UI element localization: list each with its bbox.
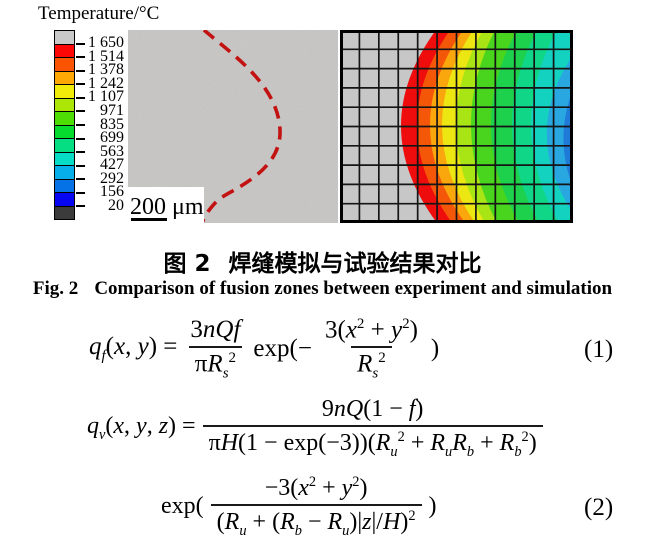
- colorbar-tick-label: 20: [108, 196, 124, 214]
- eq2-lhs: qv(x, y, z) =: [87, 413, 196, 443]
- eq2-fraction-1: 9nQ(1 − f) πH(1 − exp(−3))(Ru2 + RuRb + …: [202, 396, 543, 461]
- sim-panel-border: [340, 30, 573, 223]
- caption-english: Fig. 2 Comparison of fusion zones betwee…: [0, 278, 645, 300]
- colorbar-tick: [76, 42, 85, 45]
- colorbar-segment: [55, 31, 74, 45]
- colorbar-tick: [76, 56, 85, 59]
- equation-1-number: (1): [584, 336, 614, 363]
- equation-2-line-1: qv(x, y, z) = 9nQ(1 − f) πH(1 − exp(−3))…: [84, 396, 547, 461]
- experiment-micrograph: 200 μm: [128, 30, 338, 223]
- colorbar-tick: [76, 205, 85, 208]
- equation-2-line-2: exp( −3(x2 + y2) (Ru + (Rb − Ru)|z|/H)2 …: [158, 474, 440, 540]
- eq1-exp-open: exp(−: [253, 335, 312, 363]
- colorbar-segment: [55, 85, 74, 99]
- colorbar-tick: [76, 83, 85, 86]
- scale-bar-label: 200 μm: [130, 194, 204, 220]
- colorbar-segment: [55, 152, 74, 166]
- colorbar-tick: [76, 137, 85, 140]
- colorbar-tick: [76, 191, 85, 194]
- colorbar-tick-label: 1 650: [88, 34, 124, 52]
- colorbar-tick: [76, 69, 85, 72]
- eq1-fraction-2: 3(x2 + y2) Rs2: [324, 316, 418, 382]
- colorbar-tick: [76, 124, 85, 126]
- legend-title: Temperature/°C: [38, 3, 160, 24]
- eq1-lhs: qf(x, y) =: [89, 333, 178, 365]
- colorbar-segment: [55, 125, 74, 139]
- caption-en-text: Comparison of fusion zones between exper…: [94, 278, 613, 299]
- colorbar-segment: [55, 166, 74, 180]
- scale-bar-line: [131, 218, 167, 221]
- colorbar-tick-label: 156: [100, 183, 124, 201]
- equation-1: qf(x, y) = 3nQf πRs2 exp(− 3(x2 + y2) Rs…: [86, 316, 442, 383]
- colorbar-segment: [55, 193, 74, 207]
- caption-en-number: Fig. 2: [32, 278, 79, 299]
- colorbar-tick-label: 292: [100, 169, 124, 187]
- equation-2-number: (2): [584, 494, 614, 521]
- temperature-colorbar: [54, 30, 75, 220]
- colorbar-tick-label: 699: [100, 129, 124, 147]
- colorbar-segment: [55, 112, 74, 126]
- colorbar-segment: [55, 206, 74, 219]
- simulation-contour-plot: [340, 30, 573, 223]
- colorbar-segment: [55, 98, 74, 112]
- eq2-fraction-2: −3(x2 + y2) (Ru + (Rb − Ru)|z|/H)2: [210, 474, 422, 540]
- colorbar-tick-label: 1 378: [88, 61, 124, 79]
- colorbar-segment: [55, 58, 74, 72]
- colorbar-tick-label: 971: [100, 101, 124, 119]
- caption-chinese: 图 2 焊缝模拟与试验结果对比: [0, 244, 645, 278]
- colorbar-tick: [76, 178, 85, 181]
- caption-zh-number: 图 2: [163, 251, 211, 277]
- colorbar-tick-label: 1 514: [88, 47, 124, 65]
- caption-zh-text: 焊缝模拟与试验结果对比: [228, 251, 482, 277]
- colorbar-tick-label: 835: [100, 115, 124, 133]
- fusion-boundary-line: [200, 30, 282, 223]
- colorbar-tick-label: 563: [100, 142, 124, 160]
- colorbar-tick: [76, 110, 85, 113]
- colorbar-tick-label: 427: [100, 156, 124, 174]
- colorbar-segment: [55, 139, 74, 153]
- colorbar-segment: [55, 44, 74, 58]
- eq1-fraction-1: 3nQf πRs2: [188, 316, 243, 382]
- colorbar-segment: [55, 179, 74, 193]
- colorbar-tick-label: 1 107: [88, 88, 124, 106]
- eq1-close-paren: ): [430, 335, 440, 363]
- colorbar-tick: [76, 164, 85, 167]
- colorbar-segment: [55, 71, 74, 85]
- colorbar-tick: [76, 96, 85, 99]
- eq2-close-paren: ): [428, 493, 437, 520]
- colorbar-tick-label: 1 242: [88, 74, 124, 92]
- colorbar-tick: [76, 151, 85, 154]
- eq2-exp-open: exp(: [161, 493, 204, 520]
- scale-bar-box: [128, 187, 204, 223]
